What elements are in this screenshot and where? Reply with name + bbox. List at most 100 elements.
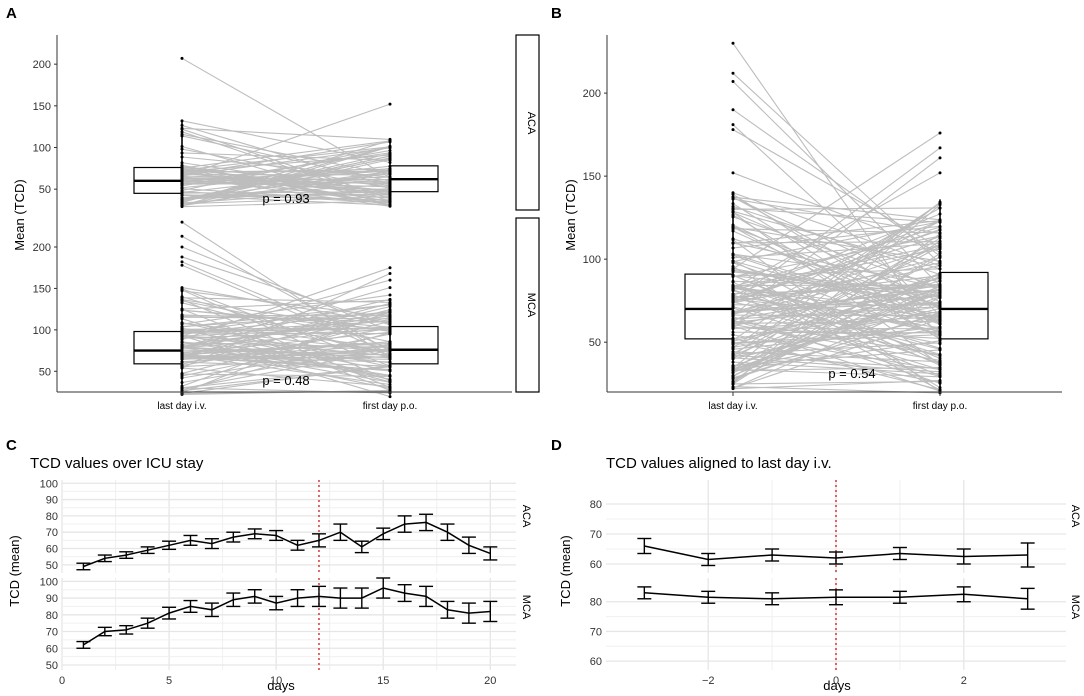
panel-a-mca-point (180, 372, 184, 376)
panel-b-point (731, 306, 735, 310)
panel-b-point (731, 360, 735, 364)
panel-c-mca-y-tick-label: 50 (46, 660, 58, 672)
panel-a-y-axis-label: Mean (TCD) (12, 179, 27, 251)
panel-d-strip-aca: ACA (1069, 505, 1081, 528)
panel-a-aca-paired-line (181, 140, 391, 169)
panel-b-point (938, 313, 942, 317)
panel-a-mca-point (180, 263, 184, 267)
panel-a-mca-y-tick-label: 150 (33, 283, 51, 295)
panel-a-aca-paired-line (181, 155, 391, 202)
panel-a-mca-point (180, 326, 184, 330)
panel-a-mca-point (180, 286, 184, 290)
panel-a-mca-paired-line (181, 309, 391, 328)
panel-c-aca-y-tick-label: 50 (46, 560, 58, 572)
panel-a-mca-paired-line (181, 298, 391, 348)
panel-a-mca-paired-line (181, 314, 391, 317)
panel-b-paired-line (732, 207, 941, 223)
panel-a-mca-paired-line (181, 235, 391, 352)
panel-a-aca-paired-line (181, 103, 391, 177)
panel-a-mca-paired-line (181, 341, 391, 364)
panel-b-point (731, 265, 735, 269)
panel-b-point (938, 240, 942, 244)
panel-b-point (731, 246, 735, 250)
panel-b-point (731, 333, 735, 337)
panel-c-x-axis-label: days (267, 678, 295, 693)
panel-b-paired-line (732, 42, 941, 340)
panel-b-point (938, 370, 942, 374)
panel-c-title: TCD values over ICU stay (30, 455, 204, 472)
panel-a-mca-point (180, 362, 184, 366)
panel-a-mca-point (180, 334, 184, 338)
panel-a-aca-point (180, 130, 184, 134)
panel-a-aca-point (388, 183, 392, 187)
panel-a-mca-paired-line (181, 336, 391, 357)
panel-b-point (938, 146, 942, 150)
panel-b-paired-line (732, 266, 941, 389)
panel-c-aca-y-tick-label: 70 (46, 527, 58, 539)
panel-b-paired-line (732, 340, 941, 371)
panel-a-mca-box-2 (389, 325, 439, 365)
panel-b-point (731, 191, 735, 195)
panel-a-aca-point (388, 102, 392, 106)
panel-a-aca-point (388, 176, 392, 180)
panel-b-paired-line (732, 349, 941, 367)
panel-c-x-tick-label: 15 (377, 675, 389, 687)
panel-d-aca-y-tick-label: 60 (590, 559, 602, 571)
panel-b-paired-line (732, 253, 941, 385)
panel-a-aca-point (180, 182, 184, 186)
panel-c-mca-y-tick-label: 100 (40, 576, 58, 588)
panel-b-box-2 (939, 271, 989, 340)
panel-d-y-axis-label: TCD (mean) (558, 535, 573, 607)
panel-b-point (938, 267, 942, 271)
panel-a-aca-paired-line (181, 57, 391, 179)
panel-b-point (731, 204, 735, 208)
panel-b-point (938, 156, 942, 160)
panel-a-mca-point (180, 380, 184, 384)
panel-a-mca-point (388, 384, 392, 388)
panel-a-mca-point (388, 317, 392, 321)
panel-b-point (938, 296, 942, 300)
panel-a-mca-point (388, 373, 392, 377)
panel-a-mca-point (388, 351, 392, 355)
panel-b-point (731, 213, 735, 217)
panel-a-mca-paired-line (181, 312, 391, 349)
panel-b-point (731, 377, 735, 381)
panel-d-aca-y-tick-label: 80 (590, 499, 602, 511)
panel-b-point (938, 279, 942, 283)
panel-a-mca-point (388, 321, 392, 325)
panel-b-paired-line (732, 157, 941, 316)
panel-a-p-value-aca: p = 0.93 (262, 191, 309, 206)
panel-b-paired-line (732, 124, 941, 316)
panel-b-paired-line (732, 192, 941, 267)
panel-b-point (938, 206, 942, 210)
panel-a-aca-point (180, 186, 184, 190)
panel-b-point (731, 337, 735, 341)
panel-a-aca-point (388, 145, 392, 149)
panel-a-mca-point (388, 278, 392, 282)
panel-a-aca-paired-line (181, 200, 391, 208)
panel-a-mca-paired-line (181, 342, 391, 356)
panel-c-mca-y-tick-label: 70 (46, 627, 58, 639)
panel-a-mca-paired-line (181, 287, 391, 348)
panel-b-point (731, 267, 735, 271)
panel-b-point (731, 299, 735, 303)
panel-a-mca-paired-line (181, 349, 391, 358)
panel-a-aca-point (180, 155, 184, 159)
panel-b-paired-line (732, 233, 941, 382)
panel-a-mca-point (180, 353, 184, 357)
panel-a-mca-point (388, 311, 392, 315)
panel-b-point (938, 171, 942, 175)
panel-a-mca-paired-line (181, 341, 391, 376)
panel-c-aca-y-tick-label: 60 (46, 544, 58, 556)
panel-b-point (938, 381, 942, 385)
panel-label-c: C (6, 437, 17, 454)
panel-b-paired-line (732, 132, 941, 270)
panel-d-marks: 60 70 80 60 70 80 −2 0 2 (590, 480, 1066, 687)
panel-b-paired-lines (732, 42, 941, 394)
panel-b-point (938, 131, 942, 135)
panel-a-mca-point (180, 289, 184, 293)
panel-a-mca-point (180, 387, 184, 391)
panel-b-paired-line (732, 211, 941, 365)
panel-b-point (938, 212, 942, 216)
panel-a-mca-paired-line (181, 355, 391, 368)
